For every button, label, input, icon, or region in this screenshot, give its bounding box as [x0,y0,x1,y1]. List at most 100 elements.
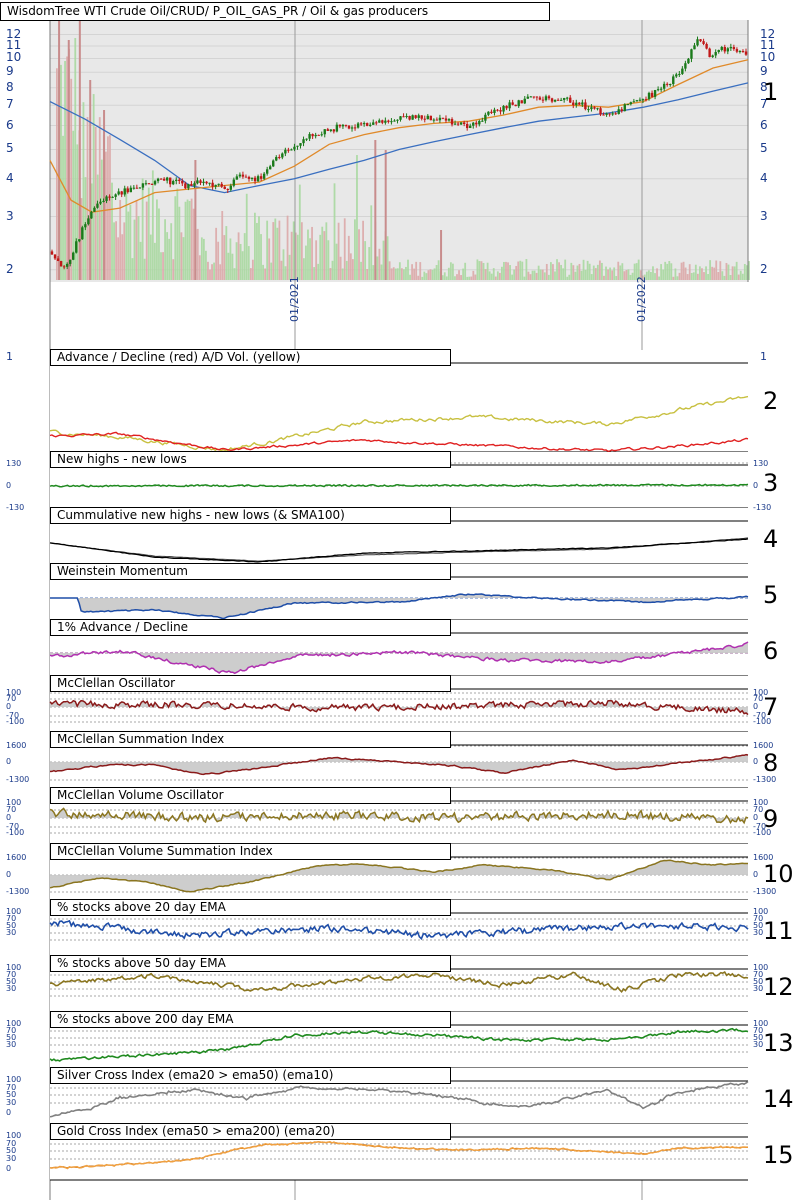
pct-above-50ema-line [49,971,749,994]
volume-bar [333,183,336,280]
candle-body [353,127,357,129]
candle-body [244,176,248,178]
candle-body [675,74,678,77]
candle-body [281,153,284,158]
volume-bar [564,259,567,280]
summation-tick-right: 0 [753,757,759,766]
candle-body [708,48,711,58]
price-tick-left: 12 [6,26,22,41]
volume-bar [664,261,667,280]
volume-bar [109,135,111,280]
tick-p3: 0 [6,481,12,490]
volume-bar [141,178,144,280]
candle-body [578,102,581,105]
candle-body [723,47,726,52]
silver-cross-index-line [49,1080,749,1118]
date-label: 01/2021 [288,276,301,322]
volume-bar [343,218,346,280]
volume-bar [388,261,391,280]
candle-body [656,89,660,91]
volume-bar [398,262,401,280]
volume-bar [607,269,609,280]
candle-body [211,182,214,187]
volume-bar [374,140,377,280]
candle-body [666,83,669,85]
volume-bar [323,231,326,280]
volume-bar [237,232,240,280]
candle-body [650,92,654,97]
candle-body [514,104,517,107]
volume-bar [686,274,689,280]
candle-body [487,111,490,115]
candle-body [175,179,178,182]
candle-body [326,129,329,131]
candle-body [584,102,587,110]
volume-summation-tick-right: 1600 [753,853,774,862]
candle-body [705,43,708,49]
candle-body [235,176,239,180]
candle-body [338,124,342,127]
volume-bar [445,276,448,280]
mcclellan-volume-oscillator-line-tick-right: 100 [753,798,769,807]
candle-body [547,96,551,99]
mcclellan-oscillator-line-tick-right: -100 [753,717,772,726]
volume-bar [621,263,624,280]
volume-bar [582,259,585,280]
candle-body [426,115,429,120]
candle-body [538,97,542,100]
candle-body [523,98,526,104]
candle-body [402,116,405,118]
price-tick-right: 4 [760,170,768,185]
volume-bar [276,227,279,280]
panel-title: McClellan Volume Summation Index [50,843,451,860]
candle-body [438,117,442,121]
candle-body [168,177,172,185]
candle-body [399,116,402,120]
volume-bar [113,222,115,280]
volume-bar [537,265,540,280]
candle-body [375,122,378,124]
candle-body [405,115,408,117]
volume-bar [672,276,675,280]
pct-above-50ema-line-tick-right: 100 [753,963,769,972]
candle-body [199,180,202,184]
mcclellan-volume-oscillator-line-tick-right: 70 [753,805,764,814]
price-tick-right: 11 [760,37,776,52]
price-tick-left: 6 [6,117,14,132]
volume-bar [309,238,311,280]
panel-title: McClellan Volume Oscillator [50,787,451,804]
volume-bar [452,263,454,280]
volume-bar [496,271,499,280]
volume-bar [111,182,113,280]
volume-bar [623,271,626,280]
candle-body [247,176,251,179]
volume-summation-tick-left: -1300 [6,887,30,896]
mcclellan-oscillator-line-tick-right: 100 [753,688,769,697]
candle-body [347,125,351,129]
candle-body [496,109,499,111]
candle-body [232,179,236,186]
volume-bar [200,237,203,280]
candle-body [78,239,81,242]
candle-body [687,58,690,64]
volume-bar [705,266,707,280]
volume-bar [409,274,411,280]
candle-body [202,181,205,184]
volume-bar [464,262,467,280]
gold-cross-index-line-tick-left: 50 [6,1146,17,1155]
volume-bar [168,238,171,280]
volume-bar [666,263,669,280]
volume-bar [229,238,232,280]
volume-bar [668,260,671,280]
candle-body [726,48,730,52]
pct-above-20ema-line-tick-left: 50 [6,921,17,930]
volume-bar [319,234,322,280]
volume-bar [631,272,634,280]
volume-bar [552,264,554,280]
volume-bar [719,261,722,280]
volume-bar [137,216,140,280]
candle-body [572,102,575,105]
volume-bar [474,274,477,280]
volume-bar [421,276,424,280]
candle-body [423,118,426,120]
